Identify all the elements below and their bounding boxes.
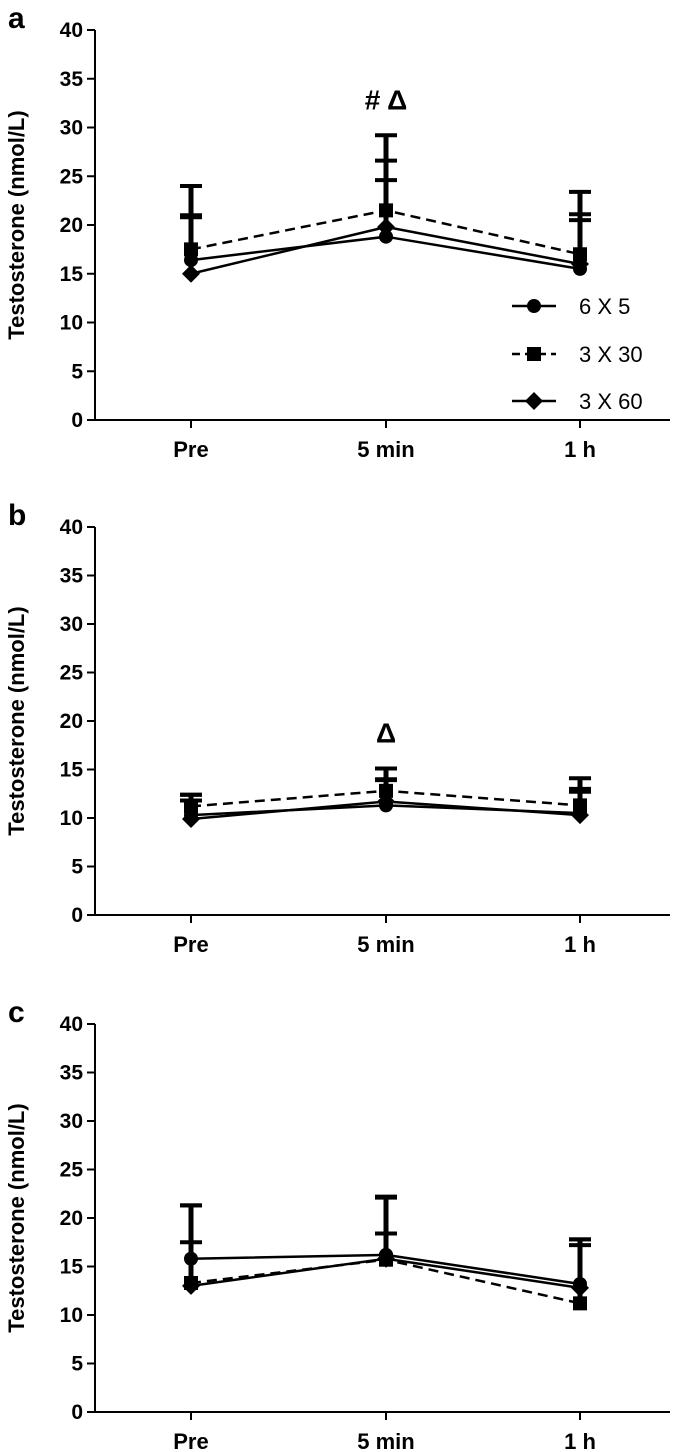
data-point-square — [379, 203, 393, 218]
legend: 6 X 5 3 X 30 3 X 60 — [512, 294, 643, 414]
data-point-circle — [379, 229, 393, 244]
data-point-diamond — [377, 792, 395, 811]
legend-label: 3 X 30 — [579, 342, 643, 367]
data-point-diamond — [571, 255, 589, 273]
x-tick-label: Pre — [173, 1429, 208, 1452]
y-tick-label: 35 — [60, 68, 84, 91]
y-tick-label: 25 — [60, 165, 84, 188]
panel-letter: c — [8, 996, 25, 1029]
data-point-diamond — [182, 809, 200, 828]
y-tick-label: 30 — [60, 613, 83, 636]
data-point-circle — [184, 1251, 198, 1266]
y-axis-title: Testosterone (nmol/L) — [4, 1103, 29, 1332]
y-tick-label: 10 — [60, 1304, 83, 1327]
y-tick-label: 40 — [60, 19, 83, 42]
panel-a: a 0 5 10 15 20 25 30 35 40 Pre 5 min 1 h Testosterone… — [4, 2, 670, 462]
y-tick-label: 25 — [60, 662, 84, 685]
y-tick-label: 30 — [60, 1110, 83, 1133]
panel-c: c 0 5 10 15 20 25 30 35 40 Pre 5 min 1 h Testosterone… — [4, 996, 670, 1452]
y-tick-label: 20 — [60, 1207, 83, 1230]
y-tick-label: 15 — [60, 1256, 84, 1279]
y-tick-label: 15 — [60, 759, 84, 782]
y-tick-label: 0 — [71, 904, 83, 927]
y-axis-title: Testosterone (nmol/L) — [4, 606, 29, 835]
panel-letter: b — [8, 499, 26, 532]
y-tick-label: 10 — [60, 807, 83, 830]
y-tick-label: 5 — [71, 360, 83, 383]
data-point-diamond — [571, 806, 589, 825]
panel-letter: a — [8, 2, 25, 35]
x-tick-label: 1 h — [564, 1429, 596, 1452]
legend-label: 3 X 60 — [579, 389, 643, 414]
x-tick-label: 1 h — [564, 437, 596, 462]
legend-marker-diamond — [525, 392, 543, 410]
y-tick-label: 35 — [60, 1062, 84, 1085]
data-point-square — [379, 783, 393, 798]
data-point-diamond — [377, 1249, 395, 1268]
y-tick-label: 30 — [60, 117, 83, 140]
x-tick-label: 5 min — [357, 1429, 414, 1452]
data-point-square — [573, 1296, 587, 1311]
legend-label: 6 X 5 — [579, 294, 630, 319]
x-tick-label: Pre — [173, 437, 208, 462]
data-point-diamond — [377, 217, 395, 236]
y-tick-label: 15 — [60, 263, 84, 286]
x-tick-label: 5 min — [357, 932, 414, 957]
x-tick-label: 5 min — [357, 437, 414, 462]
data-point-diamond — [182, 1276, 200, 1295]
y-tick-label: 5 — [71, 1353, 83, 1376]
y-tick-label: 20 — [60, 214, 83, 237]
y-tick-label: 5 — [71, 856, 83, 879]
legend-marker-circle — [527, 299, 541, 313]
y-tick-label: 0 — [71, 409, 83, 432]
data-point-square — [184, 242, 198, 257]
data-point-diamond — [182, 264, 200, 283]
y-axis-title: Testosterone (nmol/L) — [4, 110, 29, 339]
data-point-circle — [184, 253, 198, 268]
panel-b: b 0 5 10 15 20 25 30 35 40 Pre 5 min 1 h Testosterone… — [4, 499, 670, 957]
data-point-square — [573, 247, 587, 262]
x-tick-label: 1 h — [564, 932, 596, 957]
data-point-square — [184, 799, 198, 814]
y-tick-label: 25 — [60, 1159, 84, 1182]
y-tick-label: 20 — [60, 710, 83, 733]
y-tick-label: 0 — [71, 1401, 83, 1424]
y-tick-label: 40 — [60, 1013, 83, 1036]
significance-annotation: Δ — [376, 718, 396, 749]
y-tick-label: 40 — [60, 516, 83, 539]
y-tick-label: 10 — [60, 312, 83, 335]
data-point-square — [573, 798, 587, 813]
x-tick-label: Pre — [173, 932, 208, 957]
y-tick-label: 35 — [60, 565, 84, 588]
legend-marker-square — [527, 347, 541, 361]
data-point-diamond — [571, 1278, 589, 1297]
significance-annotation: # Δ — [365, 84, 407, 115]
